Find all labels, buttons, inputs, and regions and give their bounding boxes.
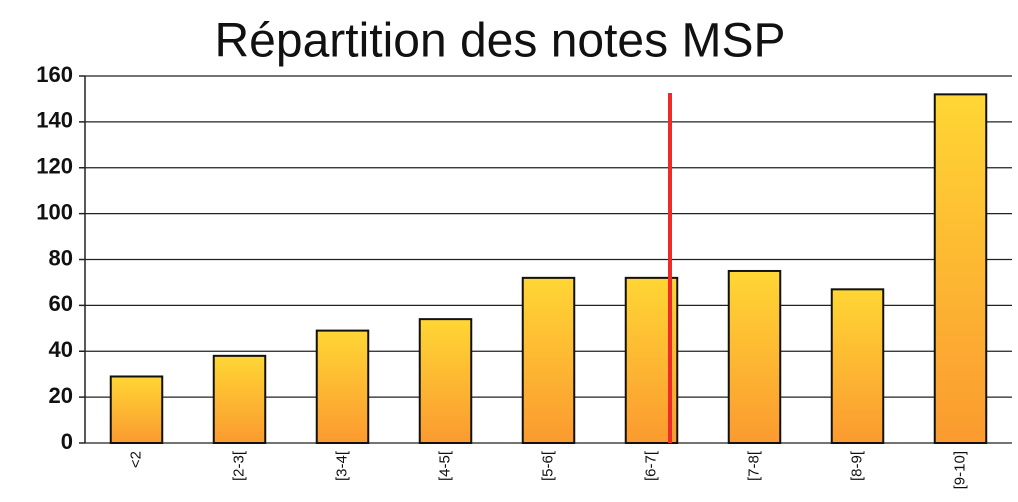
y-tick-label: 140 — [36, 108, 73, 133]
y-tick-label: 60 — [49, 291, 73, 316]
x-tick-label: [3-4[ — [333, 450, 350, 481]
bar — [315, 329, 370, 445]
x-tick-label: <2 — [127, 451, 144, 468]
x-tick-label: [6-7[ — [642, 450, 659, 481]
y-tick-label: 160 — [36, 62, 73, 87]
bar — [727, 269, 782, 444]
x-tick-label: [4-5[ — [436, 450, 453, 481]
bar — [109, 375, 164, 445]
bar — [933, 93, 988, 444]
x-tick-label: [9-10] — [951, 451, 968, 489]
x-tick-label: [7-8[ — [745, 450, 762, 481]
y-tick-label: 40 — [49, 337, 73, 362]
chart-title: Répartition des notes MSP — [215, 15, 786, 68]
x-tick-label: [2-3[ — [230, 450, 247, 481]
x-tick-label: [5-6[ — [539, 450, 556, 481]
y-tick-label: 20 — [49, 383, 73, 408]
bar — [418, 318, 473, 445]
bar — [521, 276, 576, 444]
y-tick-label: 0 — [61, 429, 73, 454]
y-tick-label: 100 — [36, 199, 73, 224]
y-tick-label: 120 — [36, 154, 73, 179]
x-tick-label: [8-9[ — [848, 450, 865, 481]
bar — [830, 288, 885, 444]
y-tick-label: 80 — [49, 245, 73, 270]
bar — [212, 354, 267, 444]
